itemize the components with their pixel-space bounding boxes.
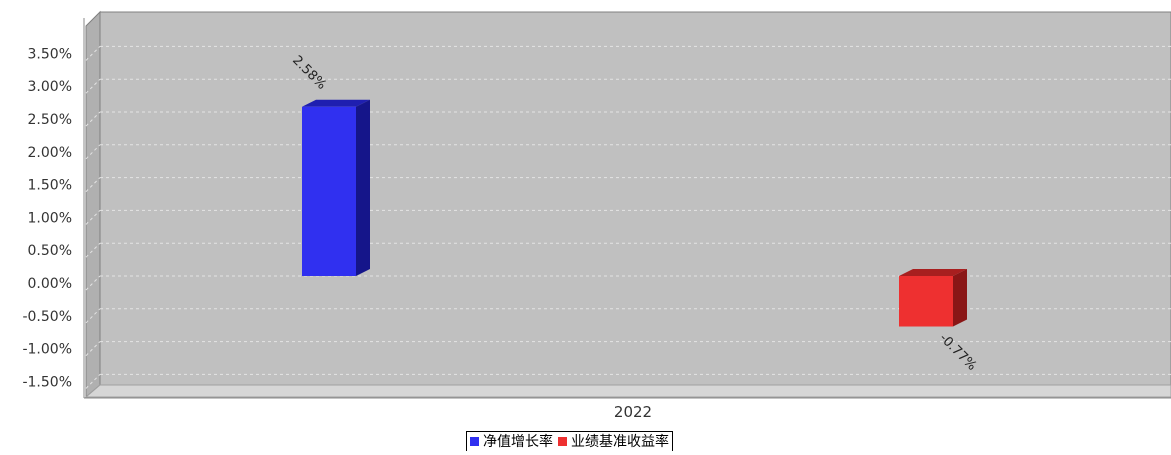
legend-item: 业绩基准收益率 — [558, 433, 669, 451]
plot-area — [99, 11, 1171, 386]
bar-top — [899, 269, 967, 276]
y-tick-label: -1.50% — [22, 374, 72, 390]
y-tick-label: -0.50% — [22, 309, 72, 325]
legend-label: 净值增长率 — [483, 433, 553, 450]
y-tick-label: 1.00% — [28, 210, 72, 226]
bar-nav-growth — [302, 99, 370, 276]
bar-front — [899, 276, 953, 327]
y-tick-label: 3.50% — [28, 46, 72, 62]
legend-label: 业绩基准收益率 — [571, 433, 669, 450]
y-tick-label: 0.50% — [28, 243, 72, 259]
bar-side — [953, 269, 967, 327]
legend-swatch — [470, 437, 479, 446]
y-tick-label: 0.00% — [28, 276, 72, 292]
legend-swatch — [558, 437, 567, 446]
plot-floor — [84, 384, 1171, 398]
bar-side — [356, 99, 370, 276]
bar-benchmark — [899, 269, 967, 327]
y-tick-label: 1.50% — [28, 178, 72, 194]
y-tick-label: 2.00% — [28, 145, 72, 161]
y-tick-label: 2.50% — [28, 112, 72, 128]
legend: 净值增长率 业绩基准收益率 — [466, 431, 673, 451]
y-tick-label: 3.00% — [28, 79, 72, 95]
bar-top — [302, 99, 370, 107]
legend-item: 净值增长率 — [470, 433, 553, 451]
x-tick-label: 2022 — [614, 403, 652, 421]
plot-side-wall — [85, 10, 101, 399]
bar-front — [302, 106, 356, 276]
y-tick-label: -1.00% — [22, 342, 72, 358]
